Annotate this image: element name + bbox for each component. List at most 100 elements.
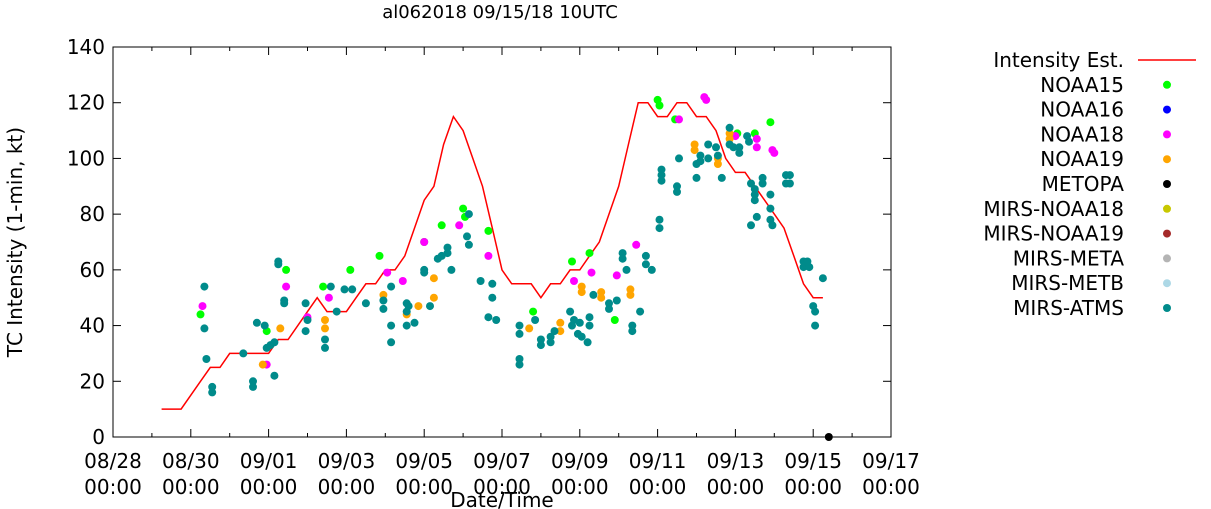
point-mirs-atms [536,335,545,344]
point-mirs-atms [492,316,501,324]
point-mirs-atms [348,285,357,294]
point-mirs-atms [785,171,794,180]
point-mirs-atms [546,338,555,347]
point-mirs-atms [200,324,209,333]
point-noaa19 [713,160,722,168]
x-tick-label-time: 00:00 [240,475,298,499]
point-mirs-atms [766,190,775,199]
point-mirs-atms [811,321,820,330]
point-noaa19 [725,129,734,138]
point-mirs-atms [387,321,396,330]
point-mirs-atms [488,279,497,288]
plot-frame [112,46,892,438]
point-mirs-atms [463,232,471,241]
point-noaa18 [420,238,429,246]
point-metopa [824,433,833,441]
legend-swatch-noaa18 [1163,130,1171,139]
point-mirs-atms [750,196,759,205]
point-noaa18 [484,251,493,260]
point-mirs-atms [301,327,310,336]
point-noaa19 [597,288,606,297]
point-noaa15 [585,249,594,258]
point-mirs-atms [696,157,705,166]
point-mirs-atms [768,221,777,230]
point-mirs-atms [550,327,559,336]
point-mirs-atms [515,329,524,338]
point-noaa19 [690,140,699,149]
point-mirs-atms [725,123,734,132]
point-noaa19 [525,324,534,333]
legend-label-mirs-atms: MIRS-ATMS [1013,296,1124,320]
point-noaa15 [459,204,468,213]
point-mirs-atms [208,382,217,391]
point-mirs-atms [612,296,621,305]
x-tick-label-date: 09/11 [629,449,687,473]
point-mirs-atms [249,377,257,386]
x-tick-label-date: 09/07 [473,449,531,473]
point-noaa18 [324,293,333,302]
y-tick-label: 40 [80,314,105,338]
point-mirs-atms [589,290,598,299]
x-tick-label-date: 08/28 [84,449,142,473]
legend-swatch-mirs-atms [1163,304,1171,312]
legend-label-noaa18: NOAA18 [1040,122,1124,146]
point-noaa15 [529,307,538,316]
point-mirs-atms [202,355,211,363]
point-noaa19 [429,293,438,302]
point-noaa18 [675,115,683,124]
point-mirs-atms [713,151,722,160]
point-mirs-atms [410,318,419,327]
legend-label-metopa: METOPA [1042,172,1125,196]
point-noaa19 [379,290,388,299]
point-noaa15 [375,251,384,260]
y-tick-label: 60 [80,258,105,282]
x-tick-label-time: 00:00 [473,475,531,499]
point-mirs-atms [758,173,767,182]
point-mirs-atms [443,249,452,258]
legend-label-noaa16: NOAA16 [1040,98,1124,122]
point-mirs-atms [476,277,485,285]
x-tick-label-date: 09/03 [318,449,376,473]
point-noaa18 [398,277,407,285]
point-mirs-atms [618,249,627,258]
point-mirs-atms [577,332,586,341]
point-mirs-atms [752,212,761,221]
point-mirs-atms [818,274,827,283]
point-mirs-atms [280,299,289,308]
point-mirs-atms [696,151,705,160]
point-noaa15 [196,310,205,319]
legend-label-mirs-noaa19: MIRS-NOAA19 [983,222,1124,246]
point-noaa18 [632,240,641,249]
point-mirs-atms [484,313,493,322]
point-mirs-atms [536,341,545,350]
point-mirs-atms [704,154,713,163]
point-noaa19 [577,288,586,297]
point-mirs-atms [340,285,349,294]
point-noaa19 [414,302,423,311]
legend-swatch-noaa16 [1163,105,1171,114]
point-mirs-atms [208,388,217,397]
point-noaa15 [319,282,328,291]
y-tick-label: 0 [92,425,105,449]
point-mirs-atms [657,176,666,185]
point-noaa15 [655,101,664,110]
point-mirs-atms [575,318,584,327]
point-noaa19 [690,146,699,155]
point-mirs-atms [758,179,767,188]
point-noaa18 [282,282,291,291]
x-tick-label-time: 00:00 [395,475,453,499]
point-mirs-atms [270,371,279,380]
point-mirs-atms [464,240,473,249]
x-tick-label-date: 08/30 [162,449,220,473]
point-noaa15 [610,316,619,324]
intensity-estimate-line [161,101,823,410]
point-mirs-atms [583,338,592,347]
point-mirs-atms [443,243,452,252]
legend-swatch-noaa19 [1163,155,1171,164]
x-tick-label-time: 00:00 [84,475,142,499]
x-tick-label-time: 00:00 [862,475,920,499]
point-mirs-atms [657,165,666,174]
legend-label-mirs-metb: MIRS-METB [1011,271,1124,295]
point-mirs-atms [270,338,279,347]
